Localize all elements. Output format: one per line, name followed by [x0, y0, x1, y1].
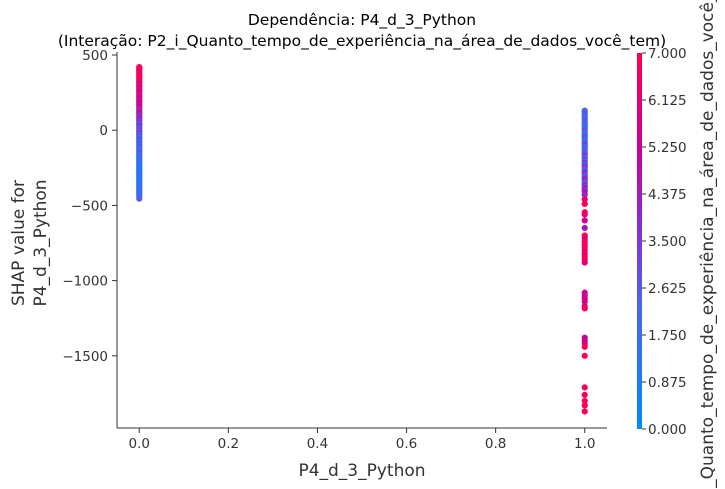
data-point	[581, 211, 588, 218]
data-point	[581, 343, 588, 350]
data-point	[136, 195, 143, 202]
axes	[116, 52, 607, 429]
x-tick-label: 1.0	[574, 436, 595, 452]
data-point	[581, 298, 588, 305]
data-point	[581, 196, 588, 203]
chart-subtitle: (Interação: P2_i_Quanto_tempo_de_experiê…	[58, 32, 666, 51]
data-point	[581, 391, 588, 399]
data-point	[581, 191, 588, 198]
data-point	[581, 259, 588, 266]
y-axis-label-line2: P4_d_3_Python	[31, 179, 51, 306]
y-axis-label-line1: SHAP value for	[9, 180, 29, 306]
colorbar-label: P2_i_Quanto_tempo_de_experiência_na_área…	[698, 0, 718, 489]
data-point	[581, 224, 588, 232]
y-tick-label: 0	[99, 123, 108, 139]
x-tick-label: 0.4	[307, 436, 328, 452]
data-point	[581, 408, 588, 415]
x-tick-label: 0.8	[485, 436, 506, 452]
points-layer	[136, 63, 588, 415]
y-tick-label: 500	[82, 48, 108, 64]
x-tick-label: 0.2	[218, 436, 239, 452]
colorbar-tick-label: 6.125	[648, 93, 687, 109]
colorbar-tick-label: 4.375	[648, 187, 687, 203]
data-point	[581, 397, 588, 405]
colorbar-tick-label: 7.000	[648, 46, 687, 62]
colorbar	[637, 53, 642, 429]
colorbar-tick-label: 3.500	[648, 234, 687, 250]
y-tick-label: −1500	[62, 349, 108, 365]
x-axis-label: P4_d_3_Python	[298, 461, 425, 481]
colorbar-tick-label: 1.750	[648, 328, 687, 344]
data-point	[581, 402, 588, 409]
chart-title: Dependência: P4_d_3_Python	[248, 11, 476, 30]
data-point	[581, 384, 588, 391]
colorbar-tick-label: 0.875	[648, 375, 687, 391]
colorbar-tick-label: 2.625	[648, 281, 687, 297]
y-tick-label: −500	[71, 198, 108, 214]
x-tick-label: 0.6	[396, 436, 417, 452]
data-point	[581, 200, 588, 208]
data-point	[581, 217, 588, 224]
y-tick-label: −1000	[62, 274, 108, 290]
y-ticks: 500 0 −500 −1000 −1500	[62, 48, 117, 365]
x-ticks: 0.0 0.2 0.4 0.6 0.8 1.0	[129, 428, 595, 452]
data-point	[581, 305, 588, 312]
colorbar-tick-label: 5.250	[648, 140, 687, 156]
colorbar-ticks: 0.000 0.875 1.750 2.625 3.500 4.375 5.250 6.125…	[642, 46, 687, 438]
data-point	[581, 352, 588, 359]
colorbar-tick-label: 0.000	[648, 422, 687, 438]
x-tick-label: 0.0	[129, 436, 150, 452]
